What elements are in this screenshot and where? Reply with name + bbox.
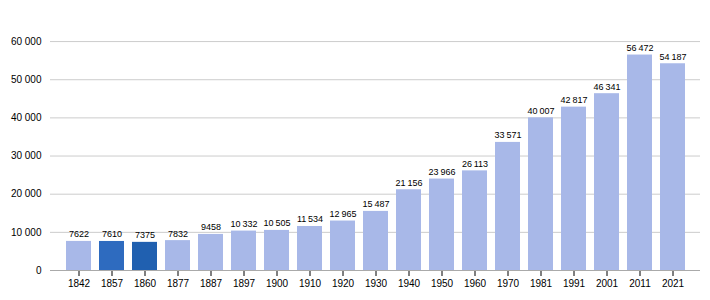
svg-text:2001: 2001 (596, 278, 619, 289)
svg-text:1991: 1991 (563, 278, 586, 289)
svg-text:46 341: 46 341 (594, 82, 621, 92)
svg-text:1950: 1950 (431, 278, 454, 289)
svg-text:1842: 1842 (68, 278, 91, 289)
svg-text:1930: 1930 (365, 278, 388, 289)
svg-text:26 113: 26 113 (462, 159, 488, 169)
svg-text:7622: 7622 (69, 229, 89, 239)
svg-text:1940: 1940 (398, 278, 421, 289)
svg-text:1897: 1897 (233, 278, 256, 289)
svg-text:1860: 1860 (134, 278, 157, 289)
svg-text:11 534: 11 534 (297, 214, 323, 224)
svg-text:30 000: 30 000 (11, 150, 42, 161)
svg-text:1857: 1857 (101, 278, 124, 289)
svg-text:1910: 1910 (299, 278, 322, 289)
svg-text:1900: 1900 (266, 278, 289, 289)
svg-text:1960: 1960 (464, 278, 487, 289)
svg-text:12 965: 12 965 (330, 209, 357, 219)
svg-text:60 000: 60 000 (11, 36, 42, 47)
svg-text:33 571: 33 571 (495, 130, 522, 140)
svg-text:15 487: 15 487 (363, 199, 390, 209)
svg-text:50 000: 50 000 (11, 74, 42, 85)
svg-text:1877: 1877 (167, 278, 190, 289)
svg-text:9458: 9458 (201, 222, 221, 232)
svg-text:2021: 2021 (662, 278, 685, 289)
svg-text:7832: 7832 (168, 229, 188, 239)
svg-text:1970: 1970 (497, 278, 520, 289)
svg-text:21 156: 21 156 (396, 178, 423, 188)
svg-text:20 000: 20 000 (11, 188, 42, 199)
svg-text:54 187: 54 187 (660, 52, 687, 62)
svg-text:56 472: 56 472 (627, 43, 654, 53)
svg-text:40 007: 40 007 (528, 106, 555, 116)
svg-text:10 000: 10 000 (11, 227, 42, 238)
svg-text:42 817: 42 817 (561, 95, 588, 105)
svg-text:1920: 1920 (332, 278, 355, 289)
svg-text:7375: 7375 (135, 230, 155, 240)
svg-text:10 332: 10 332 (231, 219, 258, 229)
svg-text:7610: 7610 (102, 229, 122, 239)
svg-text:1981: 1981 (530, 278, 553, 289)
svg-text:40 000: 40 000 (11, 112, 42, 123)
svg-text:0: 0 (36, 265, 42, 276)
svg-text:2011: 2011 (629, 278, 651, 289)
svg-text:1887: 1887 (200, 278, 223, 289)
svg-text:10 505: 10 505 (264, 218, 291, 228)
svg-text:23 966: 23 966 (429, 167, 456, 177)
